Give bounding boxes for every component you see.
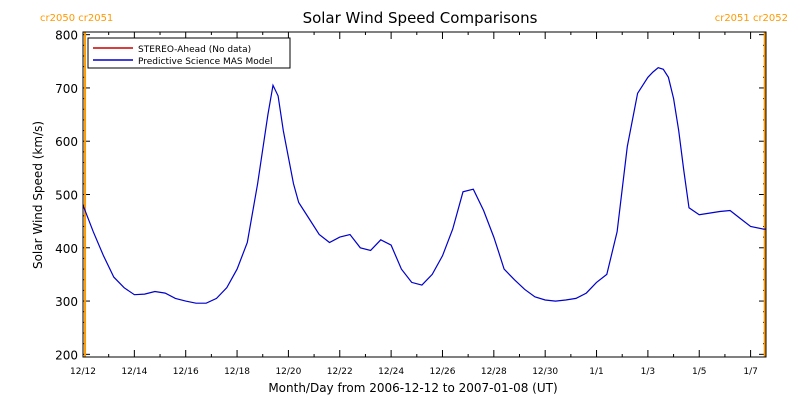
legend: STEREO-Ahead (No data) Predictive Scienc… [87,37,291,69]
plot-frame [82,31,767,358]
y-axis-label: Solar Wind Speed (km/s) [31,121,45,269]
y-tick-label: 200 [55,348,78,362]
x-tick-label: 1/5 [692,367,706,377]
y-tick-label: 700 [55,82,78,96]
y-tick-label: 300 [55,295,78,309]
y-tick-label: 600 [55,135,78,149]
x-tick-label: 1/7 [743,367,757,377]
y-tick-label: 800 [55,29,78,43]
x-tick-label: 12/28 [481,367,507,377]
carrington-label-left: cr2050 cr2051 [40,13,113,24]
legend-label-mas-model: Predictive Science MAS Model [138,57,273,67]
x-tick-label: 12/26 [430,367,456,377]
x-tick-label: 12/16 [173,367,199,377]
x-tick-label: 1/3 [641,367,655,377]
legend-label-stereo: STEREO-Ahead (No data) [138,45,251,55]
y-tick-label: 400 [55,242,78,256]
legend-box [87,37,291,69]
carrington-label-right: cr2051 cr2052 [715,13,788,24]
x-tick-label: 12/14 [121,367,147,377]
x-tick-label: 12/20 [275,367,301,377]
x-tick-label: 12/22 [327,367,353,377]
x-tick-label: 1/1 [589,367,603,377]
x-tick-label: 12/24 [378,367,404,377]
x-tick-label: 12/18 [224,367,250,377]
y-tick-label: 500 [55,189,78,203]
x-tick-label: 12/12 [70,367,96,377]
x-tick-label: 12/30 [532,367,558,377]
x-axis-label: Month/Day from 2006-12-12 to 2007-01-08 … [268,381,557,395]
series-line-mas-model [82,67,766,304]
chart-title: Solar Wind Speed Comparisons [303,9,538,27]
